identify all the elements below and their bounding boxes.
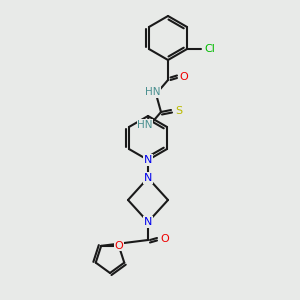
Text: O: O xyxy=(180,72,188,82)
Text: N: N xyxy=(144,173,152,183)
Text: Cl: Cl xyxy=(205,44,215,54)
Text: HN: HN xyxy=(145,87,161,97)
Text: N: N xyxy=(144,155,152,165)
Text: S: S xyxy=(176,106,183,116)
Text: N: N xyxy=(144,217,152,227)
Text: O: O xyxy=(160,234,169,244)
Text: O: O xyxy=(114,241,123,251)
Text: HN: HN xyxy=(137,120,153,130)
